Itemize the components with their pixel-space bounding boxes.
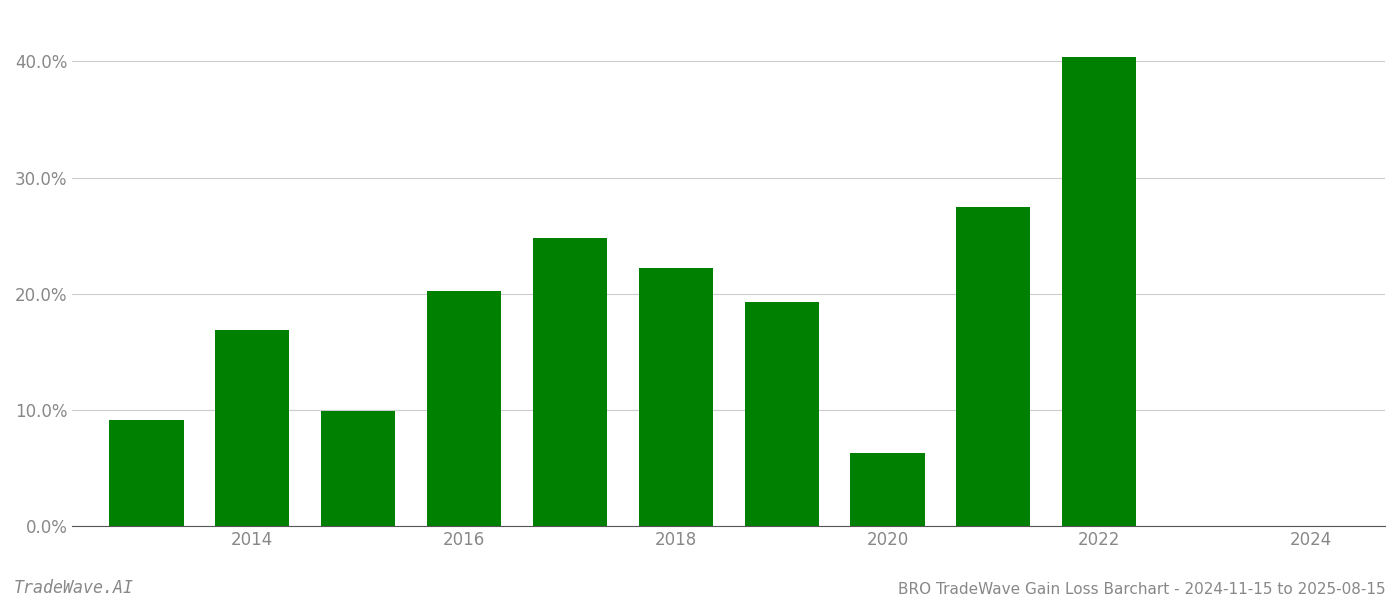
Bar bbox=[1063, 57, 1137, 526]
Bar bbox=[216, 330, 290, 526]
Text: BRO TradeWave Gain Loss Barchart - 2024-11-15 to 2025-08-15: BRO TradeWave Gain Loss Barchart - 2024-… bbox=[899, 582, 1386, 597]
Bar bbox=[321, 411, 395, 526]
Bar bbox=[533, 238, 608, 526]
Bar bbox=[850, 453, 924, 526]
Bar bbox=[745, 302, 819, 526]
Bar bbox=[638, 268, 713, 526]
Bar bbox=[109, 421, 183, 526]
Text: TradeWave.AI: TradeWave.AI bbox=[14, 579, 134, 597]
Bar bbox=[427, 292, 501, 526]
Bar bbox=[956, 206, 1030, 526]
